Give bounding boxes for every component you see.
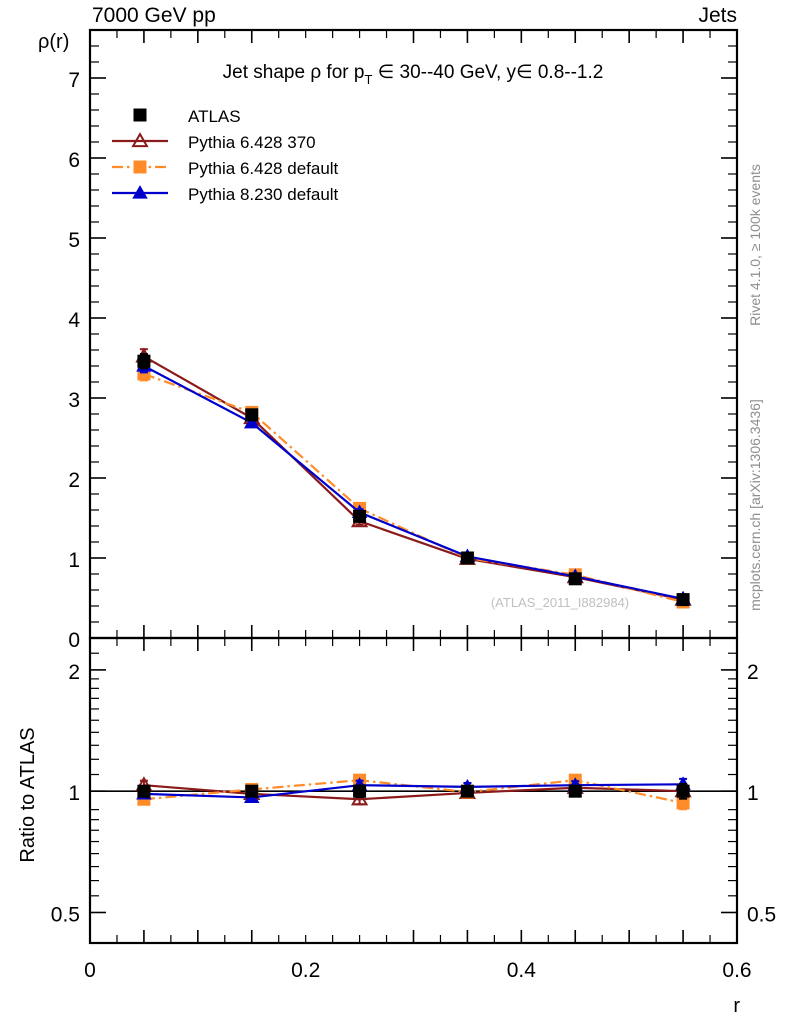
x-axis-label: r (733, 995, 740, 1017)
plot-title-pre: Jet shape ρ for p (223, 62, 365, 83)
main-panel-series (135, 347, 692, 609)
data-marker (243, 414, 260, 429)
data-marker (676, 593, 690, 607)
y-tick-label: 0 (68, 629, 80, 652)
data-marker (137, 784, 151, 798)
legend-label: Pythia 6.428 370 (188, 133, 316, 152)
data-marker (676, 784, 690, 798)
data-marker (568, 784, 582, 798)
y-tick-label: 6 (68, 149, 80, 172)
data-marker (460, 784, 474, 798)
data-marker (133, 108, 147, 122)
y-tick-label: 4 (68, 309, 80, 332)
ratio-y-tick-label: 2 (68, 661, 80, 684)
plot-title-post: ∈ 30--40 GeV, y∈ 0.8--1.2 (372, 62, 603, 83)
ratio-y-tick-label: 1 (68, 782, 80, 805)
y-axis-label-ratio: Ratio to ATLAS (17, 727, 39, 862)
y-axis-label-main: ρ(r) (38, 31, 69, 53)
ratio-y-tick-label-right: 0.5 (747, 903, 776, 926)
legend: ATLAS Pythia 6.428 370 Pythia 6.428 defaul… (112, 107, 339, 204)
x-tick-label: 0.6 (722, 959, 751, 982)
legend-label: Pythia 8.230 default (188, 185, 339, 204)
data-marker (131, 132, 149, 148)
legend-item[interactable]: Pythia 6.428 default (112, 159, 339, 178)
data-marker (350, 790, 369, 806)
x-tick-label: 0 (84, 959, 96, 982)
ratio-y-tick-label-right: 1 (747, 782, 759, 805)
data-marker (137, 354, 151, 368)
y-tick-label: 3 (68, 389, 80, 412)
series-line (143, 365, 684, 600)
data-marker (245, 408, 259, 422)
x-tick-label: 0.4 (507, 959, 537, 982)
ratio-y-tick-label: 0.5 (51, 903, 80, 926)
ratio-y-tick-label-right: 2 (747, 661, 759, 684)
header-left: 7000 GeV pp (92, 4, 216, 27)
ratio-panel-ticks: 0.5 0.5 1 1 2 2 0 0.2 0.4 0.6 (51, 638, 776, 982)
data-marker (353, 784, 367, 798)
plot-title-sub: T (364, 72, 372, 87)
side-text-rivet: Rivet 4.1.0, ≥ 100k events (747, 164, 763, 326)
data-marker (132, 185, 148, 199)
series-line (143, 783, 684, 799)
y-tick-label: 7 (68, 69, 80, 92)
header-right: Jets (698, 4, 737, 27)
y-tick-label: 5 (68, 229, 80, 252)
legend-label: Pythia 6.428 default (188, 159, 339, 178)
x-tick-label: 0.2 (291, 959, 320, 982)
side-text-mcplots: mcplots.cern.ch [arXiv:1306.3436] (747, 399, 763, 611)
y-tick-label: 1 (68, 549, 80, 572)
legend-item[interactable]: ATLAS (133, 107, 241, 126)
plot-title: Jet shape ρ for pT ∈ 30--40 GeV, y∈ 0.8-… (223, 62, 604, 87)
ratio-panel-frame (88, 636, 739, 945)
legend-item[interactable]: Pythia 8.230 default (112, 185, 339, 204)
main-panel-ticks: 0 1 2 3 4 5 6 7 (68, 30, 738, 652)
watermark-text: (ATLAS_2011_I882984) (491, 595, 629, 610)
series-line (143, 784, 684, 801)
data-marker (460, 551, 474, 565)
y-tick-label: 2 (68, 469, 80, 492)
data-marker (133, 160, 147, 174)
legend-item[interactable]: Pythia 6.428 370 (112, 132, 316, 152)
data-marker (353, 509, 367, 523)
data-marker (568, 572, 582, 586)
data-marker (245, 784, 259, 798)
legend-label: ATLAS (188, 107, 241, 126)
ratio-panel-series (135, 773, 692, 811)
